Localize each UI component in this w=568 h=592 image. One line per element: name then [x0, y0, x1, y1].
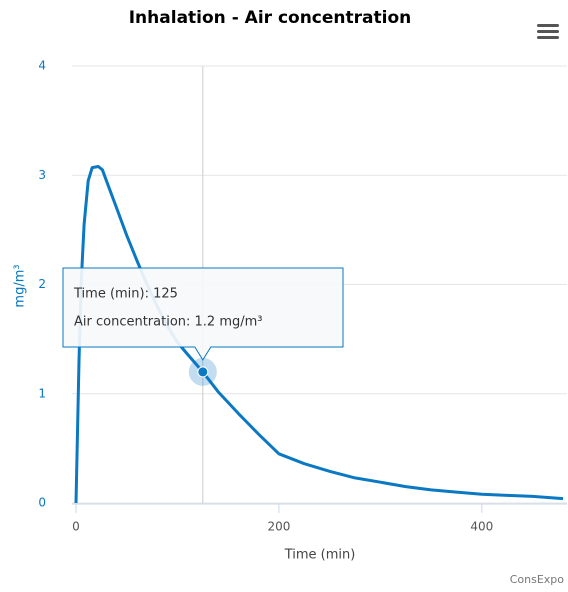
menu-bar — [537, 36, 559, 39]
highlight-point — [197, 366, 209, 378]
y-tick-label: 3 — [38, 168, 46, 182]
x-axis-label: Time (min) — [284, 548, 356, 563]
y-tick-label: 0 — [38, 496, 46, 510]
menu-bar — [537, 30, 559, 33]
tooltip-line: Time (min): 125 — [73, 287, 178, 302]
credits: ConsExpo — [510, 573, 565, 586]
x-tick-label: 400 — [470, 520, 493, 534]
x-tick-label: 200 — [267, 520, 290, 534]
tooltip-line: Air concentration: 1.2 mg/m³ — [74, 315, 263, 330]
y-tick-label: 4 — [38, 59, 46, 73]
x-tick-label: 0 — [72, 520, 80, 534]
y-axis-label: mg/m³ — [13, 264, 28, 307]
tooltip: Time (min): 125 Air concentration: 1.2 mg… — [62, 267, 344, 361]
menu-button[interactable] — [537, 24, 559, 39]
chart-title: Inhalation - Air concentration — [129, 8, 412, 28]
menu-bar — [537, 24, 559, 27]
y-tick-label: 1 — [38, 386, 46, 400]
line-series — [74, 165, 564, 504]
y-tick-label: 2 — [38, 277, 46, 291]
tooltip-box — [62, 267, 344, 361]
